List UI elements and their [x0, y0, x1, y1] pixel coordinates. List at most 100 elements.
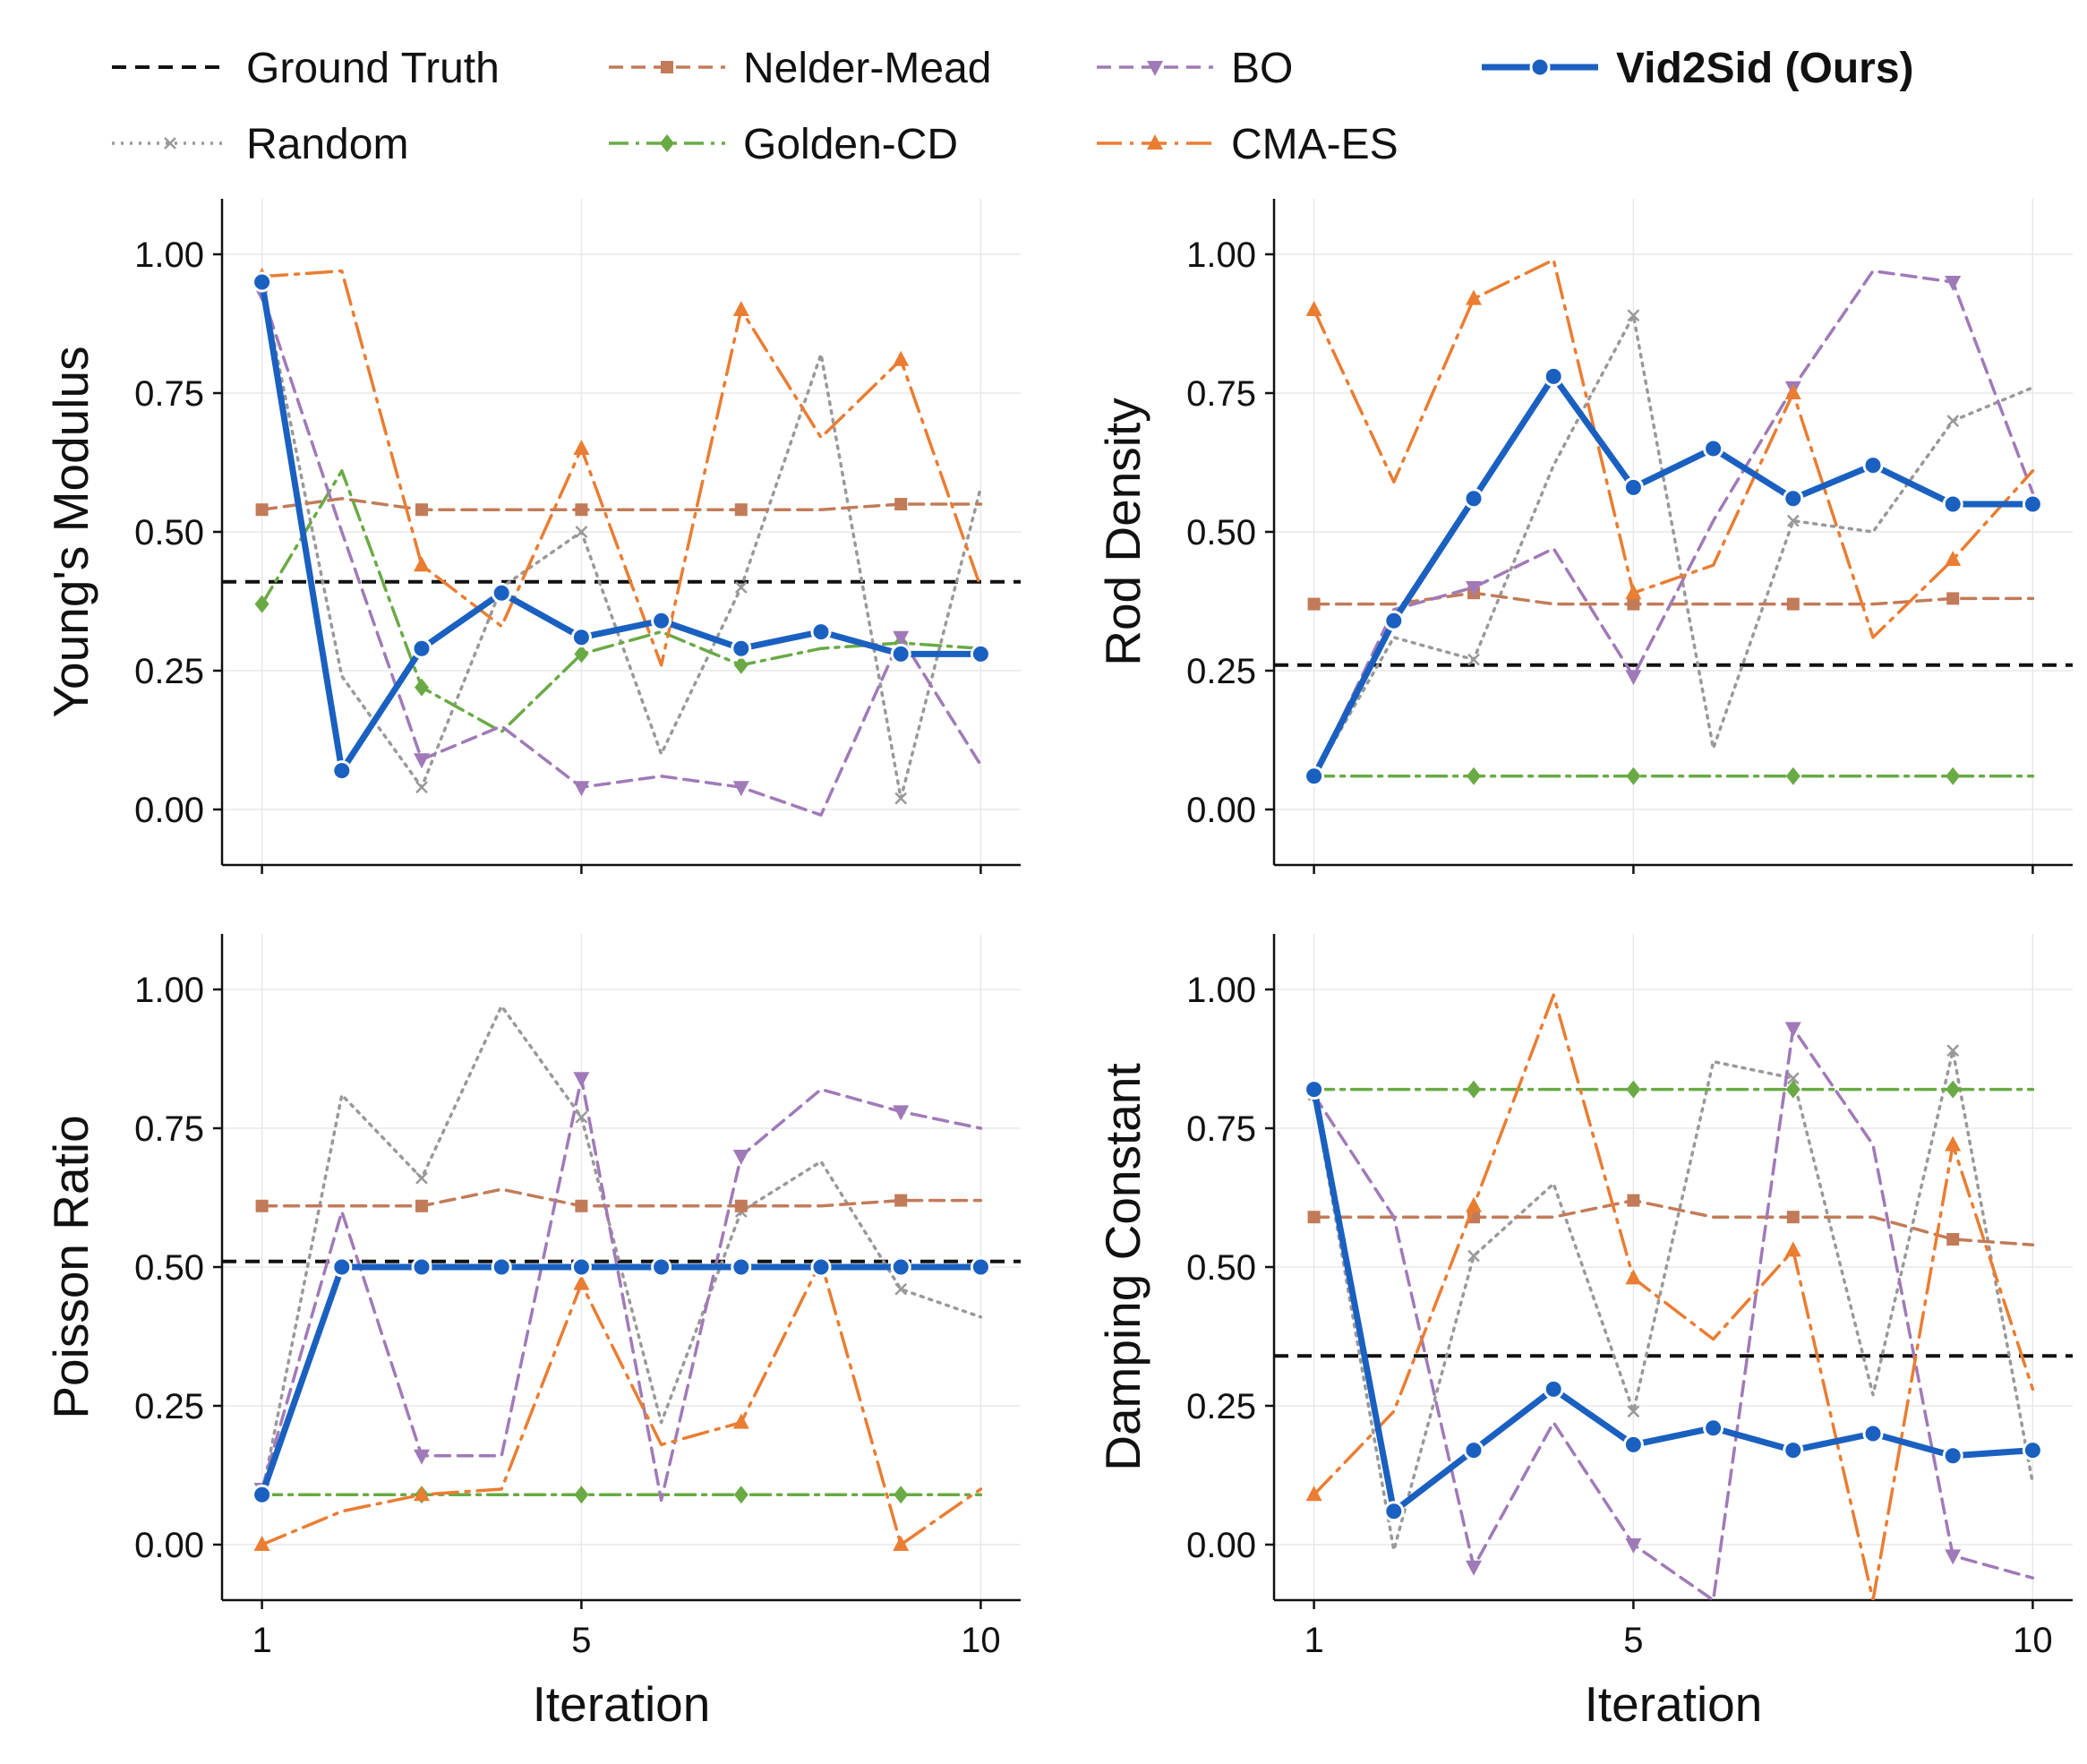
data-point-nm: [734, 503, 748, 517]
plot-area: [1274, 993, 2073, 1600]
data-point-ours: [411, 1256, 432, 1278]
x-tick-label: 10: [961, 1621, 1001, 1660]
data-point-bo: [1625, 1538, 1642, 1554]
data-point-ours: [1622, 1434, 1644, 1455]
data-point-nm: [575, 503, 588, 517]
data-point-nm: [1786, 597, 1800, 611]
legend-label: CMA-ES: [1231, 121, 1398, 168]
data-point-gcd: [1467, 766, 1481, 785]
x-tick-label: 5: [571, 1621, 591, 1660]
data-point-ours: [331, 760, 353, 782]
data-point-gcd: [1626, 766, 1641, 785]
series-rand: [255, 1004, 983, 1502]
series-ours: [1304, 365, 2043, 787]
data-point-bo: [573, 781, 590, 797]
data-point-gcd: [894, 1486, 909, 1504]
series-line-bo: [260, 291, 983, 817]
series-line-rand: [260, 280, 983, 801]
data-point-ours: [1304, 766, 1325, 787]
series-ours: [252, 271, 991, 782]
data-point-cma: [1466, 1196, 1482, 1212]
y-tick-label: 1.00: [1186, 971, 1256, 1010]
y-axis-label: Poisson Ratio: [43, 1115, 98, 1418]
data-point-ours: [1783, 1440, 1804, 1461]
series-line-ours: [1311, 1086, 2036, 1515]
y-tick-label: 0.75: [1186, 1109, 1256, 1149]
data-point-cma: [1625, 584, 1642, 600]
data-point-bo: [1466, 1560, 1482, 1576]
x-axis-label: Iteration: [533, 1676, 711, 1732]
series-nm: [1307, 1194, 2035, 1246]
data-point-rand: [575, 1110, 588, 1124]
plot-area: [1274, 258, 2073, 787]
series-bo: [1305, 269, 2035, 785]
data-point-cma: [732, 1413, 749, 1429]
data-point-rand: [734, 581, 748, 594]
data-point-ours: [1942, 493, 1963, 515]
data-point-ours: [1543, 365, 1564, 387]
data-point-cma: [893, 350, 910, 366]
data-point-bo: [893, 1105, 910, 1121]
data-point-bo: [893, 630, 910, 647]
x-tick-label: 1: [1304, 1621, 1323, 1660]
data-point-rand: [1467, 653, 1480, 666]
series-line-rand: [260, 1004, 983, 1496]
series-line-ours: [259, 1263, 984, 1498]
series-cma: [253, 267, 983, 667]
data-point-ours: [331, 1256, 353, 1278]
legend-label: Nelder-Mead: [743, 45, 991, 92]
data-point-ours: [810, 621, 832, 643]
y-tick-label: 0.50: [134, 1248, 204, 1288]
data-point-rand: [1627, 309, 1640, 322]
series-line-cma: [1312, 993, 2035, 1600]
series-line-cma: [1312, 258, 2035, 639]
x-tick-label: 1: [252, 1621, 271, 1660]
data-point-nm: [1627, 597, 1640, 611]
legend-label: Vid2Sid (Ours): [1616, 45, 1914, 92]
data-point-bo: [1945, 1549, 1962, 1565]
data-point-nm: [255, 1199, 269, 1212]
data-point-ours: [970, 1256, 991, 1278]
series-line-ours: [259, 278, 984, 775]
legend-label: Random: [246, 121, 408, 168]
y-tick-label: 0.00: [1186, 791, 1256, 830]
series-line-ours: [1311, 372, 2036, 780]
data-point-cma: [414, 1486, 430, 1502]
grid: [222, 199, 1021, 865]
legend-item-nm: Nelder-Mead: [609, 45, 991, 92]
legend-label: Golden-CD: [743, 121, 958, 168]
series-line-nm: [260, 1187, 983, 1208]
data-point-rand: [1946, 415, 1960, 427]
series-gcd: [1306, 1080, 2035, 1099]
data-point-rand: [415, 781, 428, 794]
legend-item-rand: Random: [112, 121, 408, 168]
legend-label: Ground Truth: [246, 45, 500, 92]
data-point-gcd: [574, 645, 589, 664]
data-point-bo: [1784, 1022, 1801, 1038]
data-point-ours: [1703, 438, 1724, 459]
series-ours: [252, 1256, 991, 1505]
data-point-bo: [1625, 670, 1642, 686]
data-point-ours: [411, 638, 432, 659]
y-tick-label: 0.00: [1186, 1526, 1256, 1565]
data-point-rand: [415, 1171, 428, 1185]
subplot-3: 0.00 0.25 0.50 0.75 1.00 1 5 10 Poisson Ratio Ite…: [43, 934, 1021, 1732]
x-axis-label: Iteration: [1585, 1676, 1763, 1732]
x-tick-label: 10: [2013, 1621, 2053, 1660]
series-line-bo: [1312, 1026, 2035, 1600]
y-tick-label: 1.00: [134, 971, 204, 1010]
series-cma: [253, 1260, 983, 1551]
y-tick-label: 0.25: [1186, 652, 1256, 691]
data-point-ours: [252, 1484, 273, 1505]
y-tick-label: 0.75: [134, 374, 204, 414]
data-point-cma: [573, 440, 590, 455]
y-tick-label: 1.00: [134, 235, 204, 275]
data-point-ours: [651, 1256, 672, 1278]
y-tick-label: 0.50: [1186, 1248, 1256, 1288]
series-gcd: [1306, 766, 2035, 785]
data-point-rand: [1467, 1249, 1480, 1263]
data-point-cma: [253, 1536, 270, 1551]
series-line-bo: [260, 1076, 983, 1503]
data-point-cma: [1784, 384, 1801, 399]
x-tick-label: 5: [1623, 1621, 1643, 1660]
